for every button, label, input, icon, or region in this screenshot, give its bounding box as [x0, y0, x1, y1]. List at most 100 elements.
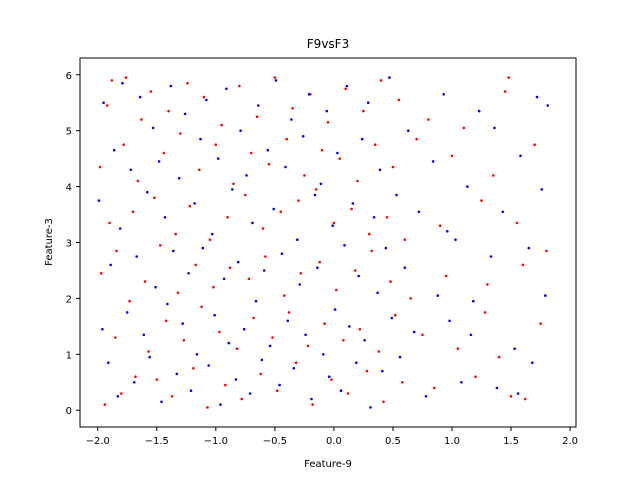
data-point [533, 143, 536, 146]
y-tick-label: 5 [66, 127, 72, 138]
data-point [109, 263, 112, 267]
data-point [365, 369, 369, 373]
data-point [245, 174, 248, 177]
x-tick-label: 1.5 [503, 436, 519, 447]
data-point [213, 313, 216, 317]
data-point [503, 90, 507, 93]
data-point [355, 361, 358, 365]
data-point [249, 151, 253, 155]
data-point [186, 81, 189, 85]
data-point [373, 143, 377, 146]
data-point [389, 280, 392, 283]
data-point [235, 347, 239, 351]
data-point [260, 358, 264, 362]
data-point [379, 79, 383, 82]
data-point [261, 227, 265, 230]
data-point [242, 327, 246, 331]
data-point [268, 344, 272, 348]
data-point [331, 224, 335, 227]
data-point [193, 202, 196, 205]
data-point [160, 400, 163, 404]
data-point [382, 400, 385, 404]
data-point [450, 154, 454, 158]
data-point [147, 350, 150, 353]
data-point [483, 311, 487, 314]
data-point [492, 174, 495, 177]
data-point [344, 87, 348, 91]
data-point [118, 227, 122, 230]
data-point [348, 325, 351, 328]
x-axis-label: Feature-9 [304, 459, 352, 470]
data-point [278, 383, 281, 387]
data-point [322, 353, 325, 356]
data-point [255, 115, 259, 118]
data-point [318, 260, 322, 264]
data-point [133, 381, 136, 384]
data-point [98, 165, 102, 169]
y-axis-ticks: 0 1 2 3 4 5 6 [66, 71, 80, 417]
data-point [546, 104, 549, 107]
data-point [501, 210, 505, 214]
data-point [316, 266, 319, 270]
data-point [301, 135, 305, 138]
data-point [294, 361, 298, 365]
data-point [415, 137, 418, 141]
data-point [477, 109, 481, 113]
x-axis-ticks: −2.0 −1.5 −1.0 −0.5 0.0 0.5 1.0 1.5 2.0 [86, 427, 578, 447]
data-point [291, 107, 294, 110]
data-point [351, 202, 355, 205]
data-point [390, 316, 394, 320]
data-point [220, 123, 223, 127]
data-point [143, 280, 147, 283]
data-point [313, 193, 317, 197]
data-point [311, 403, 314, 406]
data-point [112, 148, 116, 152]
data-point [384, 246, 388, 250]
data-point [515, 221, 519, 225]
data-point [353, 269, 357, 272]
data-point [207, 364, 210, 367]
x-tick-label: −2.0 [86, 436, 110, 447]
data-point [381, 369, 384, 373]
data-point [124, 76, 128, 79]
data-point [495, 386, 499, 390]
x-tick-label: −1.0 [204, 436, 228, 447]
data-point [244, 193, 247, 197]
data-point [219, 403, 222, 406]
data-point [280, 252, 284, 255]
data-point [136, 179, 140, 183]
data-point [154, 285, 157, 289]
x-tick-label: −1.5 [145, 436, 169, 447]
data-point [105, 104, 109, 107]
data-point [319, 182, 323, 186]
data-point [480, 199, 483, 202]
y-tick-label: 1 [66, 350, 72, 361]
data-point [519, 154, 522, 158]
data-point [507, 76, 511, 79]
data-point [172, 249, 175, 253]
data-point [163, 216, 167, 219]
data-point [166, 302, 169, 306]
data-point [114, 336, 117, 339]
data-point [214, 143, 218, 146]
data-point [299, 272, 303, 275]
data-point [296, 238, 299, 241]
data-point [385, 216, 389, 219]
data-point [198, 168, 201, 172]
data-point [176, 291, 180, 295]
data-point [431, 160, 435, 163]
data-point [283, 294, 286, 297]
data-point [388, 76, 391, 79]
data-point [297, 199, 300, 202]
data-point [274, 79, 278, 82]
data-point [539, 322, 542, 325]
data-point [292, 367, 296, 370]
data-point [159, 244, 162, 247]
data-point [248, 392, 252, 395]
data-point [314, 188, 318, 191]
y-tick-label: 3 [66, 239, 72, 250]
data-point [208, 238, 212, 241]
data-point [356, 179, 359, 183]
data-point [183, 112, 187, 116]
data-point [298, 283, 302, 286]
